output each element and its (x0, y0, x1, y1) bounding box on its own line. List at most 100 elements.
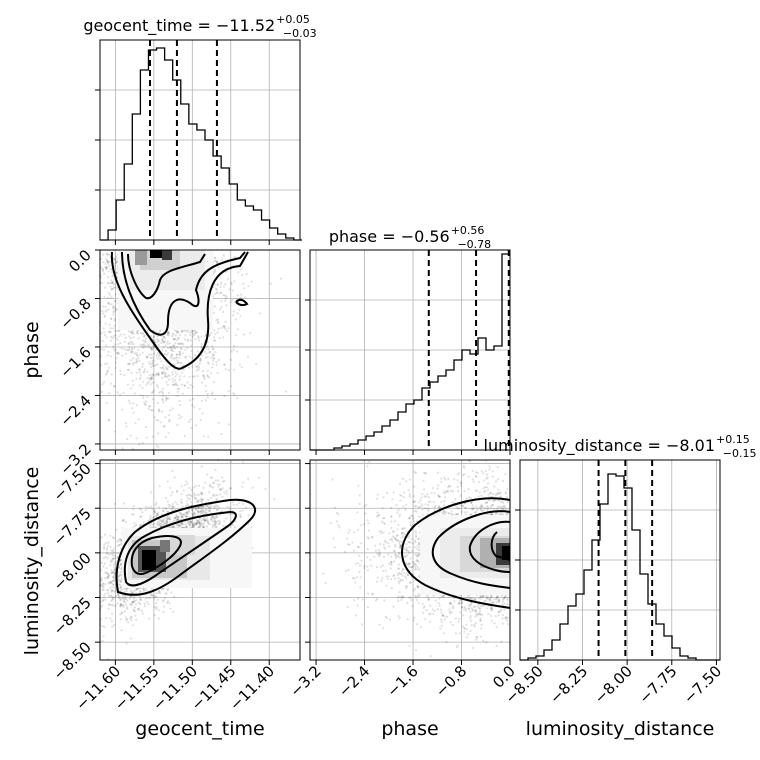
density-geocent-time-vs-luminosity-distance-point (105, 542, 108, 545)
density-geocent-time-vs-phase-point (175, 373, 178, 376)
density-geocent-time-vs-phase-point (108, 331, 111, 334)
density-geocent-time-vs-luminosity-distance-point (162, 605, 166, 608)
density-geocent-time-vs-phase-point (174, 337, 177, 341)
density-geocent-time-vs-phase-point (157, 339, 160, 342)
density-geocent-time-vs-phase-point (176, 361, 179, 364)
density-geocent-time-vs-phase-point (113, 262, 116, 265)
density-geocent-time-vs-phase-point (241, 274, 244, 277)
density-geocent-time-vs-phase-point (177, 331, 180, 334)
density-geocent-time-vs-phase-point (198, 407, 201, 410)
density-geocent-time-vs-phase-point (127, 349, 130, 352)
density-geocent-time-vs-luminosity-distance-point (150, 523, 153, 526)
density-geocent-time-vs-phase-point (175, 331, 178, 334)
density-geocent-time-vs-phase-point (111, 275, 114, 278)
density-geocent-time-vs-phase-point (176, 388, 179, 391)
density-geocent-time-vs-phase-point (132, 402, 135, 405)
density-geocent-time-vs-phase-point (171, 335, 174, 338)
density-geocent-time-vs-phase-point (136, 354, 139, 357)
density-geocent-time-vs-phase-point (219, 308, 222, 311)
density-geocent-time-vs-phase-point (232, 314, 235, 317)
density-geocent-time-vs-phase-point (101, 282, 104, 285)
density-geocent-time-vs-phase-point (161, 388, 164, 391)
density-geocent-time-vs-phase-point (236, 350, 239, 353)
density-geocent-time-vs-phase-point (188, 399, 191, 402)
density-geocent-time-vs-luminosity-distance-point (112, 583, 115, 587)
density-geocent-time-vs-luminosity-distance-point (121, 594, 124, 597)
density-geocent-time-vs-luminosity-distance-point (153, 614, 156, 617)
density-geocent-time-vs-luminosity-distance-point (132, 504, 135, 508)
density-geocent-time-vs-luminosity-distance-point (109, 586, 112, 589)
density-geocent-time-vs-phase-point (107, 253, 110, 256)
density-geocent-time-vs-luminosity-distance-point (132, 508, 135, 511)
density-geocent-time-vs-phase-point (207, 435, 210, 438)
density-geocent-time-vs-phase-point (119, 373, 122, 376)
density-geocent-time-vs-phase-point (135, 371, 138, 374)
density-geocent-time-vs-phase-point (171, 377, 174, 380)
density-geocent-time-vs-phase-point (123, 333, 126, 336)
density-geocent-time-vs-luminosity-distance-point (106, 557, 109, 560)
density-geocent-time-vs-phase-point (177, 336, 180, 339)
density-geocent-time-vs-phase-point (184, 334, 187, 337)
density-geocent-time-vs-phase-point (160, 360, 163, 363)
density-geocent-time-vs-luminosity-distance-point (206, 473, 209, 476)
density-geocent-time-vs-phase-point (227, 327, 230, 330)
density-geocent-time-vs-phase-point (223, 394, 226, 398)
density-geocent-time-vs-phase-point (110, 288, 113, 291)
density-geocent-time-vs-phase-point (223, 363, 226, 367)
density-geocent-time-vs-luminosity-distance-point (153, 509, 156, 512)
density-geocent-time-vs-luminosity-distance-point (145, 505, 148, 509)
density-geocent-time-vs-phase-point (132, 363, 135, 366)
density-geocent-time-vs-luminosity-distance-point (153, 606, 156, 609)
density-geocent-time-vs-luminosity-distance-point (199, 512, 202, 515)
density-geocent-time-vs-phase-point (150, 365, 153, 369)
density-geocent-time-vs-phase-point (110, 339, 113, 342)
density-geocent-time-vs-luminosity-distance-point (169, 607, 172, 610)
density-geocent-time-vs-luminosity-distance-point (225, 489, 228, 493)
density-geocent-time-vs-phase-point (114, 348, 118, 351)
density-geocent-time-vs-phase-point (214, 350, 217, 354)
density-geocent-time-vs-luminosity-distance-point (214, 479, 217, 482)
density-geocent-time-vs-phase-point (126, 362, 130, 366)
density-geocent-time-vs-phase-point (163, 336, 166, 339)
density-geocent-time-vs-phase-point (213, 256, 216, 259)
density-geocent-time-vs-phase-point (217, 327, 220, 330)
density-geocent-time-vs-phase-point (128, 335, 131, 338)
density-geocent-time-vs-luminosity-distance-point (273, 498, 276, 501)
density-geocent-time-vs-phase-point (121, 354, 124, 357)
density-geocent-time-vs-phase-point (103, 273, 106, 276)
density-geocent-time-vs-luminosity-distance-point (168, 505, 171, 508)
density-geocent-time-vs-phase-point (127, 399, 130, 402)
density-geocent-time-vs-luminosity-distance-point (188, 511, 191, 514)
density-geocent-time-vs-phase-point (202, 435, 206, 438)
density-geocent-time-vs-luminosity-distance-point (207, 499, 210, 502)
density-geocent-time-vs-phase-point (197, 368, 200, 371)
density-geocent-time-vs-luminosity-distance-point (147, 506, 150, 509)
density-geocent-time-vs-phase-point (139, 374, 142, 377)
density-geocent-time-vs-phase-point (120, 347, 123, 350)
density-geocent-time-vs-luminosity-distance-point (122, 502, 126, 505)
density-geocent-time-vs-phase-point (138, 371, 141, 374)
density-geocent-time-vs-phase-point (172, 383, 175, 386)
density-geocent-time-vs-phase-point (155, 419, 158, 422)
density-geocent-time-vs-phase-point (107, 262, 110, 265)
density-geocent-time-vs-luminosity-distance-point (114, 605, 117, 608)
density-geocent-time-vs-phase-point (122, 391, 125, 394)
density-geocent-time-vs-phase-point (212, 380, 215, 384)
density-geocent-time-vs-phase-point (213, 305, 216, 308)
hist-geocent-time-panel (95, 39, 302, 245)
density-geocent-time-vs-phase-point (112, 345, 115, 348)
density-geocent-time-vs-luminosity-distance-point (210, 485, 213, 488)
density-geocent-time-vs-phase-point (168, 414, 171, 417)
density-geocent-time-vs-phase-point (114, 265, 117, 268)
density-geocent-time-vs-luminosity-distance-point (110, 595, 113, 598)
density-geocent-time-vs-luminosity-distance-point (113, 502, 116, 506)
density-geocent-time-vs-luminosity-distance-point (102, 585, 105, 589)
density-geocent-time-vs-phase-point (182, 364, 185, 367)
density-geocent-time-vs-luminosity-distance-point (181, 501, 184, 504)
density-geocent-time-vs-phase-point (167, 332, 170, 335)
density-geocent-time-vs-phase-point (143, 340, 146, 343)
density-geocent-time-vs-phase-point (226, 329, 229, 333)
density-geocent-time-vs-phase-point (106, 354, 109, 357)
density-geocent-time-vs-phase-point (205, 356, 208, 359)
density-geocent-time-vs-phase-point (199, 359, 202, 362)
